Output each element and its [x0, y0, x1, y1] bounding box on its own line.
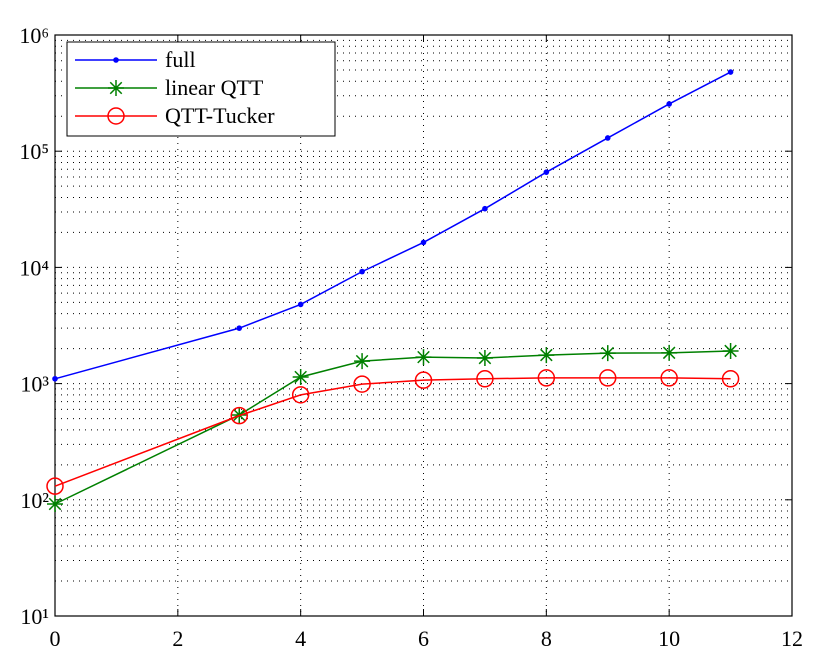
point — [666, 101, 672, 107]
point — [108, 80, 124, 96]
x-tick-label: 4 — [295, 626, 306, 651]
series-line — [54, 350, 731, 505]
point — [727, 69, 734, 75]
point — [113, 57, 119, 63]
point — [722, 342, 739, 359]
x-tick-label: 12 — [781, 626, 803, 651]
point — [543, 169, 550, 175]
y-tick-label: 10⁴ — [19, 255, 49, 280]
point — [476, 350, 493, 367]
y-tick-label: 10¹ — [20, 604, 49, 629]
point — [52, 375, 58, 382]
series-line — [54, 377, 731, 487]
point — [660, 369, 678, 387]
legend-label: full — [165, 47, 196, 72]
series-line — [54, 71, 731, 380]
point — [291, 386, 310, 404]
point — [46, 477, 64, 495]
x-tick-label: 6 — [418, 626, 429, 651]
point — [414, 371, 433, 389]
y-tick-label: 10⁵ — [19, 139, 49, 164]
point — [359, 268, 365, 275]
legend-label: QTT-Tucker — [165, 103, 275, 128]
point — [107, 107, 125, 125]
point — [538, 347, 555, 364]
point — [297, 301, 304, 308]
y-tick-label: 10² — [20, 488, 49, 513]
point — [354, 353, 371, 370]
point — [415, 349, 432, 366]
x-tick-label: 2 — [172, 626, 183, 651]
x-tick-label: 8 — [541, 626, 552, 651]
x-tick-label: 0 — [50, 626, 61, 651]
point — [230, 406, 248, 425]
legend-label: linear QTT — [165, 75, 264, 100]
point — [537, 369, 556, 387]
y-tick-label: 10³ — [20, 372, 49, 397]
point — [599, 369, 617, 387]
plot-frame — [54, 34, 793, 617]
point — [47, 496, 63, 513]
point — [604, 135, 611, 141]
point — [599, 345, 616, 362]
point — [292, 368, 309, 385]
point — [420, 239, 427, 246]
point — [482, 205, 488, 212]
point — [476, 370, 494, 388]
point — [236, 325, 243, 331]
point — [721, 370, 740, 388]
x-tick-label: 10 — [658, 626, 680, 651]
legend-box — [66, 41, 336, 137]
y-tick-label: 10⁶ — [19, 23, 49, 48]
point — [661, 344, 678, 361]
point — [353, 375, 371, 393]
